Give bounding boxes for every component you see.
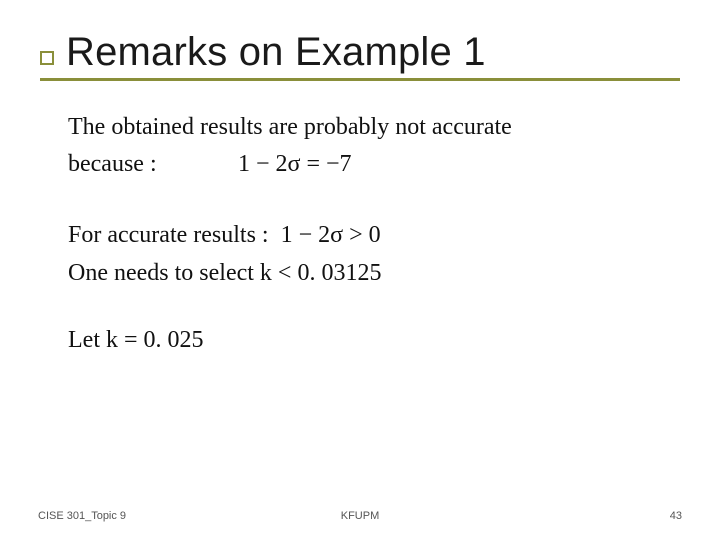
- body-line-3-prefix: For accurate results :: [68, 222, 269, 248]
- body-line-2-prefix: because :: [68, 146, 208, 183]
- footer-right: 43: [670, 510, 682, 522]
- equation-1: 1 − 2σ = −7: [238, 151, 352, 177]
- title-row: Remarks on Example 1: [40, 30, 680, 74]
- slide-title: Remarks on Example 1: [66, 30, 486, 74]
- slide-footer: CISE 301_Topic 9 KFUPM 43: [0, 510, 720, 522]
- body-line-3: For accurate results : 1 − 2σ > 0: [68, 217, 680, 254]
- footer-center: KFUPM: [341, 510, 380, 522]
- equation-2: 1 − 2σ > 0: [281, 222, 381, 248]
- body-line-5: Let k = 0. 025: [68, 322, 680, 359]
- body-line-4: One needs to select k < 0. 03125: [68, 255, 680, 292]
- slide-body: The obtained results are probably not ac…: [40, 109, 680, 359]
- footer-left: CISE 301_Topic 9: [38, 510, 126, 522]
- title-bullet-icon: [40, 51, 54, 65]
- title-underline: [40, 78, 680, 81]
- body-line-1: The obtained results are probably not ac…: [68, 109, 680, 146]
- body-line-2: because : 1 − 2σ = −7: [68, 146, 680, 183]
- slide: Remarks on Example 1 The obtained result…: [0, 0, 720, 540]
